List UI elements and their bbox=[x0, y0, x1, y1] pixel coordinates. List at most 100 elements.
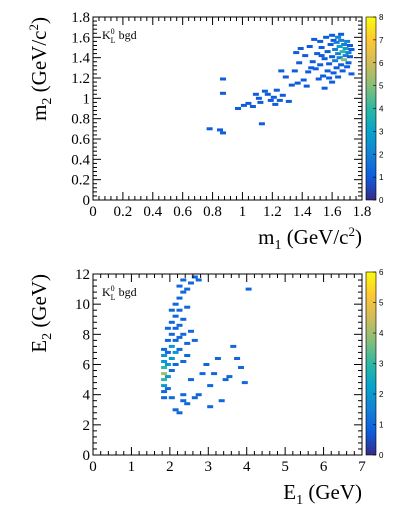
heatmap-cell bbox=[305, 70, 312, 74]
heatmap-cell bbox=[324, 69, 331, 73]
heatmap-cell bbox=[207, 405, 214, 409]
colorbar-tick-label: 1 bbox=[379, 173, 384, 182]
heatmap-cell bbox=[188, 281, 194, 285]
heatmap-cell bbox=[172, 408, 179, 412]
colorbar-tick-label: 3 bbox=[379, 360, 384, 369]
heatmap-cell bbox=[318, 46, 325, 49]
heatmap-cell bbox=[326, 62, 333, 66]
heatmap-cell bbox=[188, 329, 194, 333]
heatmap-cell bbox=[303, 84, 310, 88]
heatmap-cell bbox=[326, 76, 333, 80]
heatmap-cell bbox=[264, 92, 271, 96]
y-tick-label: 8 bbox=[83, 327, 91, 343]
heatmap-cell bbox=[191, 396, 198, 400]
heatmap-cell bbox=[222, 378, 229, 382]
heatmap-cell bbox=[348, 48, 355, 51]
heatmap-cell bbox=[306, 45, 313, 48]
heatmap-cell bbox=[168, 308, 175, 312]
y-axis-title: E2 (GeV) bbox=[27, 274, 55, 353]
heatmap-cell bbox=[308, 66, 315, 70]
heatmap-cell bbox=[168, 396, 175, 400]
heatmap-cell bbox=[164, 375, 171, 379]
heatmap-cell bbox=[335, 35, 342, 39]
y-tick-label: 1.4 bbox=[71, 51, 90, 67]
heatmap-cell bbox=[206, 127, 213, 131]
heatmap-cell bbox=[168, 369, 175, 372]
heatmap-cell bbox=[348, 72, 355, 76]
heatmap-cell bbox=[276, 98, 283, 102]
x-tick-label: 1 bbox=[239, 204, 247, 220]
x-tick-label: 0.4 bbox=[143, 204, 162, 220]
heatmap-cell bbox=[180, 317, 187, 321]
heatmap-cell bbox=[288, 83, 295, 87]
colorbar-tick-label: 2 bbox=[379, 390, 384, 399]
heatmap-cell bbox=[339, 69, 346, 73]
heatmap-cell bbox=[168, 344, 175, 348]
heatmap-cell bbox=[230, 344, 237, 348]
heatmap-cell bbox=[318, 54, 325, 58]
heatmap-cell bbox=[335, 75, 342, 79]
heatmap-cell bbox=[161, 378, 168, 382]
heatmap-cell bbox=[249, 105, 256, 108]
plot-frame bbox=[92, 273, 363, 456]
plot-annotation: K0 L bgd bbox=[102, 284, 137, 302]
heatmap-cell bbox=[312, 67, 319, 71]
heatmap-cell bbox=[255, 96, 262, 100]
heatmap-cell bbox=[273, 88, 280, 92]
heatmap-cell bbox=[172, 302, 179, 306]
plot-frame bbox=[92, 16, 363, 201]
heatmap-cell bbox=[220, 77, 226, 81]
heatmap-cell bbox=[188, 378, 194, 382]
heatmap-cell bbox=[161, 347, 168, 351]
heatmap-cell bbox=[176, 284, 183, 288]
y-tick-label: 0.4 bbox=[71, 152, 90, 168]
colorbar-tick-label: 7 bbox=[379, 36, 384, 45]
heatmap-cell bbox=[342, 47, 349, 50]
colorbar-tick-label: 6 bbox=[379, 59, 384, 68]
heatmap-cell bbox=[344, 39, 351, 43]
heatmap-cell bbox=[199, 372, 206, 376]
heatmap-cell bbox=[238, 366, 244, 369]
colorbar-tick-label: 2 bbox=[379, 150, 384, 159]
x-axis-title: m1 (GeV/c2) bbox=[258, 224, 362, 253]
heatmap-cell bbox=[161, 360, 168, 363]
x-tick-label: 0 bbox=[89, 204, 97, 220]
heatmap-cell bbox=[272, 102, 279, 106]
heatmap-cell bbox=[180, 290, 187, 294]
heatmap-cell bbox=[172, 363, 179, 366]
colorbar bbox=[366, 17, 376, 200]
heatmap-cell bbox=[161, 384, 168, 388]
heatmap-cell bbox=[217, 128, 223, 132]
heatmap-cell bbox=[214, 357, 221, 360]
heatmap-cell bbox=[321, 86, 328, 90]
x-tick-label: 1.2 bbox=[263, 204, 282, 220]
heatmap-cell bbox=[309, 60, 316, 64]
heatmap-cell bbox=[180, 278, 187, 282]
heatmap-cell bbox=[339, 50, 346, 54]
heatmap-cell bbox=[226, 375, 233, 379]
heatmap-cell bbox=[297, 47, 304, 50]
y-tick-label: 0.6 bbox=[71, 132, 90, 148]
heatmap-cell bbox=[176, 347, 183, 351]
heatmap-cell bbox=[161, 354, 168, 357]
heatmap-cell bbox=[207, 384, 214, 388]
heatmap-cell bbox=[261, 89, 268, 93]
heatmap-cell bbox=[332, 59, 339, 63]
heatmap-cell bbox=[172, 338, 179, 342]
colorbar-tick-label: 0 bbox=[379, 451, 384, 460]
heatmap-cell bbox=[333, 40, 340, 44]
heatmap-cell bbox=[314, 52, 321, 56]
y-tick-label: 12 bbox=[75, 267, 90, 283]
x-axis-title: E1 (GeV) bbox=[283, 480, 362, 508]
heatmap-cell bbox=[241, 381, 248, 385]
heatmap-cell bbox=[180, 332, 187, 336]
heatmap-cell bbox=[161, 390, 168, 394]
heatmap-cell bbox=[176, 323, 183, 327]
heatmap-cell bbox=[267, 98, 274, 102]
heatmap-cell bbox=[336, 56, 343, 60]
heatmap-cell bbox=[320, 74, 327, 78]
heatmap-cell bbox=[195, 393, 202, 397]
heatmap-cell bbox=[168, 320, 175, 324]
colorbar-tick-label: 5 bbox=[379, 299, 384, 308]
